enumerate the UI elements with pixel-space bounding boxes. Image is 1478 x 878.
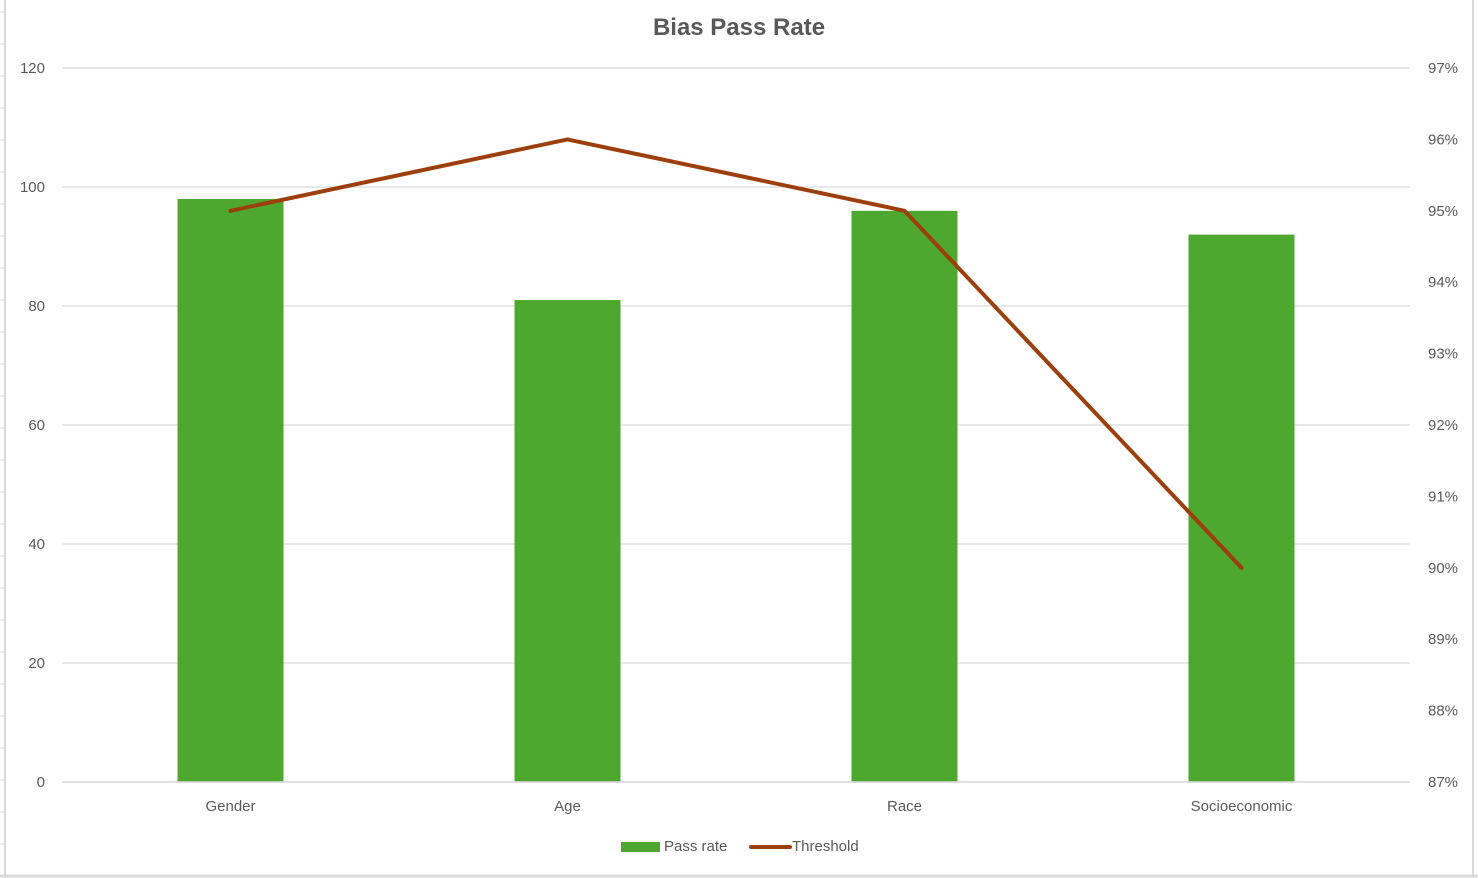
y2-tick-label: 93%: [1428, 346, 1458, 363]
x-tick-label: Age: [554, 798, 581, 815]
y2-tick-label: 91%: [1428, 488, 1458, 505]
x-tick-label: Race: [887, 798, 922, 815]
bar-age: [514, 300, 621, 782]
y-tick-label: 60: [28, 417, 45, 434]
bar-series: [177, 198, 1295, 783]
y-axis-left: 0 20 40 60 80 100 120: [20, 60, 45, 791]
y2-tick-label: 92%: [1428, 417, 1458, 434]
line-series: [228, 137, 1244, 570]
bar-race: [851, 210, 958, 783]
y2-tick-label: 90%: [1428, 560, 1458, 577]
y-tick-label: 100: [20, 179, 45, 196]
y-tick-label: 120: [20, 60, 45, 77]
x-axis: Gender Age Race Socioeconomic: [62, 781, 1410, 815]
legend: Pass rate Threshold: [621, 838, 859, 855]
y-tick-label: 20: [28, 655, 45, 672]
y2-tick-label: 88%: [1428, 703, 1458, 720]
bar-socioeconomic: [1188, 234, 1295, 783]
y2-tick-label: 87%: [1428, 774, 1458, 791]
legend-label-pass-rate: Pass rate: [664, 838, 727, 855]
bar-gender: [177, 198, 284, 782]
y2-tick-label: 94%: [1428, 274, 1458, 291]
y2-tick-label: 89%: [1428, 631, 1458, 648]
x-tick-label: Gender: [205, 798, 255, 815]
x-tick-label: Socioeconomic: [1191, 798, 1293, 815]
y-tick-label: 0: [37, 774, 45, 791]
legend-swatch-pass-rate: [621, 842, 660, 852]
threshold-line: [228, 137, 1244, 570]
chart-title: Bias Pass Rate: [653, 14, 825, 41]
legend-label-threshold: Threshold: [792, 838, 859, 855]
y-tick-label: 80: [28, 298, 45, 315]
y-axis-right: 87% 88% 89% 90% 91% 92% 93% 94% 95% 96% 97%: [1428, 60, 1458, 791]
gridlines: [62, 67, 1410, 783]
y2-tick-label: 97%: [1428, 60, 1458, 77]
y2-tick-label: 96%: [1428, 131, 1458, 148]
y2-tick-label: 95%: [1428, 203, 1458, 220]
y-tick-label: 40: [28, 536, 45, 553]
